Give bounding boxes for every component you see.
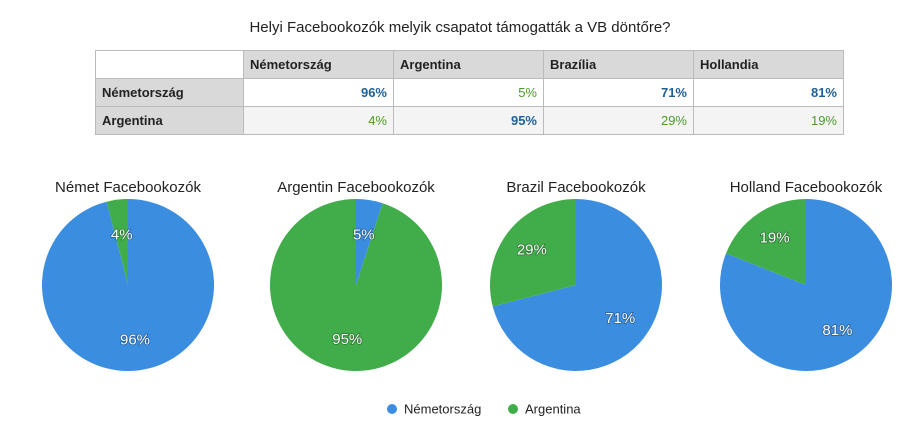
legend-label: Argentina	[525, 401, 581, 416]
table-row: Argentina 4% 95% 29% 19%	[95, 106, 844, 135]
data-label: 95%	[332, 331, 362, 348]
data-label: 4%	[111, 226, 133, 243]
pie-slice	[720, 198, 893, 371]
pie-title: Argentin Facebookozók	[277, 179, 435, 196]
data-label: 71%	[605, 310, 635, 327]
chart-title: Helyi Facebookozók melyik csapatot támog…	[249, 19, 671, 36]
legend-marker	[508, 404, 518, 414]
pie-slice	[42, 199, 215, 371]
pie-slice	[106, 199, 128, 285]
pie-title: Német Facebookozók	[55, 179, 201, 196]
cell: 71%	[543, 78, 694, 107]
cell: 19%	[693, 106, 844, 135]
data-table: Németország Argentina Brazília Hollandia…	[95, 50, 844, 135]
column-header: Hollandia	[693, 50, 844, 79]
cell: 29%	[543, 106, 694, 135]
column-header: Brazília	[543, 50, 694, 79]
pie-title: Holland Facebookozók	[730, 179, 883, 196]
cell: 95%	[393, 106, 544, 135]
row-header: Argentina	[95, 106, 244, 135]
cell: 81%	[693, 78, 844, 107]
cell: 5%	[393, 78, 544, 107]
row-header: Németország	[95, 78, 244, 107]
pie-slice	[490, 199, 576, 307]
data-label: 81%	[822, 322, 852, 339]
legend-label: Németország	[404, 401, 481, 416]
data-label: 29%	[517, 242, 547, 259]
data-label: 96%	[120, 331, 150, 348]
pie-slice	[270, 199, 442, 371]
data-label: 19%	[760, 230, 790, 247]
pie-slice	[492, 199, 662, 371]
pie-title: Brazil Facebookozók	[506, 179, 646, 196]
pie-slice	[356, 199, 383, 285]
header-row: Németország Argentina Brazília Hollandia	[95, 50, 844, 79]
data-label: 5%	[353, 227, 375, 244]
table-row: Németország 96% 5% 71% 81%	[95, 78, 844, 107]
pie-slice	[726, 199, 806, 285]
cell: 4%	[243, 106, 394, 135]
legend-marker	[387, 404, 397, 414]
cell: 96%	[243, 78, 394, 107]
